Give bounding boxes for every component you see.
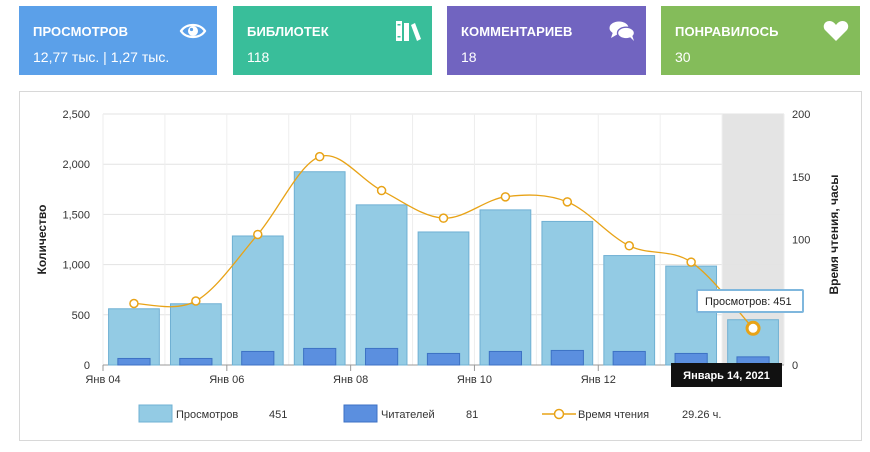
- x-tick-label: Янв 12: [581, 374, 616, 386]
- point-reading-time[interactable]: [314, 151, 325, 162]
- bar-readers[interactable]: [488, 350, 523, 366]
- books-icon: [396, 21, 421, 41]
- point-reading-time[interactable]: [686, 257, 696, 267]
- card-views-value: 12,77 тыс. | 1,27 тыс.: [33, 49, 170, 65]
- point-reading-time[interactable]: [129, 298, 139, 309]
- y2-tick-label: 150: [792, 172, 810, 184]
- point-reading-time[interactable]: [500, 192, 511, 202]
- bar-views[interactable]: [541, 220, 594, 366]
- card-comments: Комментариев 18: [447, 6, 646, 75]
- bar-readers[interactable]: [364, 347, 399, 366]
- bar-views[interactable]: [108, 308, 160, 366]
- combo-chart: 05001,0001,5002,0002,500050100150200Янв …: [35, 109, 841, 423]
- y2-tick-label: 100: [792, 235, 810, 247]
- legend-swatch-views[interactable]: [138, 404, 173, 423]
- card-likes-label: Понравилось: [675, 24, 779, 39]
- legend-swatch-readers[interactable]: [343, 404, 378, 423]
- bar-views[interactable]: [355, 204, 408, 366]
- legend-value-readers: 81: [466, 409, 478, 421]
- bar-views[interactable]: [603, 255, 656, 366]
- tooltip-text: Просмотров: 451: [705, 296, 792, 308]
- card-comments-label: Комментариев: [461, 24, 573, 39]
- point-reading-time[interactable]: [253, 229, 263, 240]
- x-tick-label: Янв 10: [457, 374, 492, 386]
- line-reading-time: [133, 154, 754, 329]
- bar-readers[interactable]: [612, 350, 646, 366]
- y-tick-label: 2,500: [62, 109, 90, 121]
- legend-swatch-time-marker[interactable]: [553, 408, 565, 420]
- point-reading-time[interactable]: [191, 296, 201, 306]
- heart-icon: [823, 21, 849, 41]
- point-reading-time[interactable]: [624, 241, 634, 251]
- tooltip-box: [696, 289, 804, 313]
- legend-value-time: 29.26 ч.: [682, 409, 721, 421]
- point-reading-time[interactable]: [745, 320, 761, 336]
- point-reading-time[interactable]: [438, 213, 449, 223]
- card-libraries-label: Библиотек: [247, 24, 329, 39]
- x-tick-label: Янв 04: [85, 374, 120, 386]
- y-tick-label: 0: [84, 360, 90, 372]
- y-tick-label: 500: [72, 310, 90, 322]
- card-views-label: Просмотров: [33, 24, 129, 39]
- legend-label-views: Просмотров: [176, 409, 238, 421]
- card-comments-value: 18: [461, 49, 477, 65]
- eye-icon: [179, 23, 207, 39]
- x-tick-label: Янв 08: [333, 374, 368, 386]
- bar-readers[interactable]: [550, 349, 584, 366]
- point-reading-time[interactable]: [376, 185, 387, 196]
- legend-label-time: Время чтения: [578, 409, 649, 421]
- crosshair-label-box: [671, 363, 782, 387]
- crosshair-label-text: Январь 14, 2021: [683, 370, 770, 382]
- bar-views[interactable]: [479, 209, 532, 366]
- legend-value-views: 451: [269, 409, 287, 421]
- card-libraries: Библиотек 118: [233, 6, 432, 75]
- bar-views[interactable]: [231, 235, 284, 366]
- bar-views[interactable]: [665, 265, 718, 366]
- card-likes-value: 30: [675, 49, 691, 65]
- y-tick-label: 2,000: [62, 159, 90, 171]
- card-likes: Понравилось 30: [661, 6, 860, 75]
- y2-tick-label: 200: [792, 109, 810, 121]
- bar-views[interactable]: [293, 171, 346, 366]
- y2-axis-title: Время чтения, часы: [827, 174, 841, 294]
- point-reading-time[interactable]: [562, 197, 573, 207]
- card-libraries-value: 118: [247, 49, 270, 65]
- y-axis-title: Количество: [35, 205, 49, 275]
- y-tick-label: 1,000: [62, 260, 90, 272]
- y-tick-label: 1,500: [62, 209, 90, 221]
- y2-tick-label: 0: [792, 360, 798, 372]
- bar-views[interactable]: [417, 231, 470, 366]
- x-tick-label: Янв 06: [209, 374, 244, 386]
- bar-readers[interactable]: [241, 350, 275, 366]
- stats-cards: Просмотров 12,77 тыс. | 1,27 тыс. Библио…: [0, 0, 870, 80]
- legend-label-readers: Читателей: [381, 409, 435, 421]
- bar-readers[interactable]: [426, 352, 461, 366]
- bar-readers[interactable]: [303, 347, 337, 366]
- comments-icon: [609, 21, 636, 41]
- bar-views[interactable]: [169, 303, 222, 366]
- card-views: Просмотров 12,77 тыс. | 1,27 тыс.: [19, 6, 217, 75]
- bar-readers[interactable]: [179, 357, 213, 366]
- chart-panel: 05001,0001,5002,0002,500050100150200Янв …: [19, 91, 862, 441]
- bar-readers[interactable]: [117, 357, 151, 366]
